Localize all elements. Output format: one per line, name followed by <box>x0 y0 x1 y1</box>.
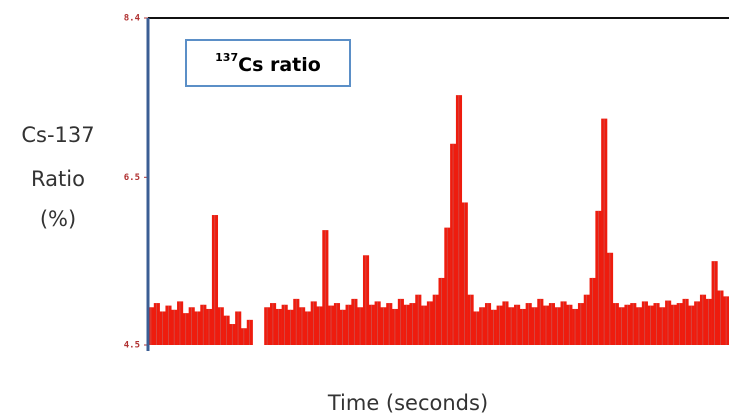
y-tick-label: 4.5 <box>124 341 140 351</box>
y-tick-label: 6.5 <box>124 173 140 183</box>
y-label: Cs-137 <box>21 123 94 147</box>
y-label: Ratio <box>31 167 85 191</box>
annotation-box <box>185 39 351 87</box>
annotation-text: Cs ratio <box>238 54 321 76</box>
annotation: 137Cs ratio <box>215 51 321 76</box>
y-tick-label: 8.4 <box>124 14 141 24</box>
x-label: Time (seconds) <box>327 391 488 415</box>
annotation-sup: 137 <box>215 51 238 64</box>
y-label: (%) <box>40 207 76 231</box>
